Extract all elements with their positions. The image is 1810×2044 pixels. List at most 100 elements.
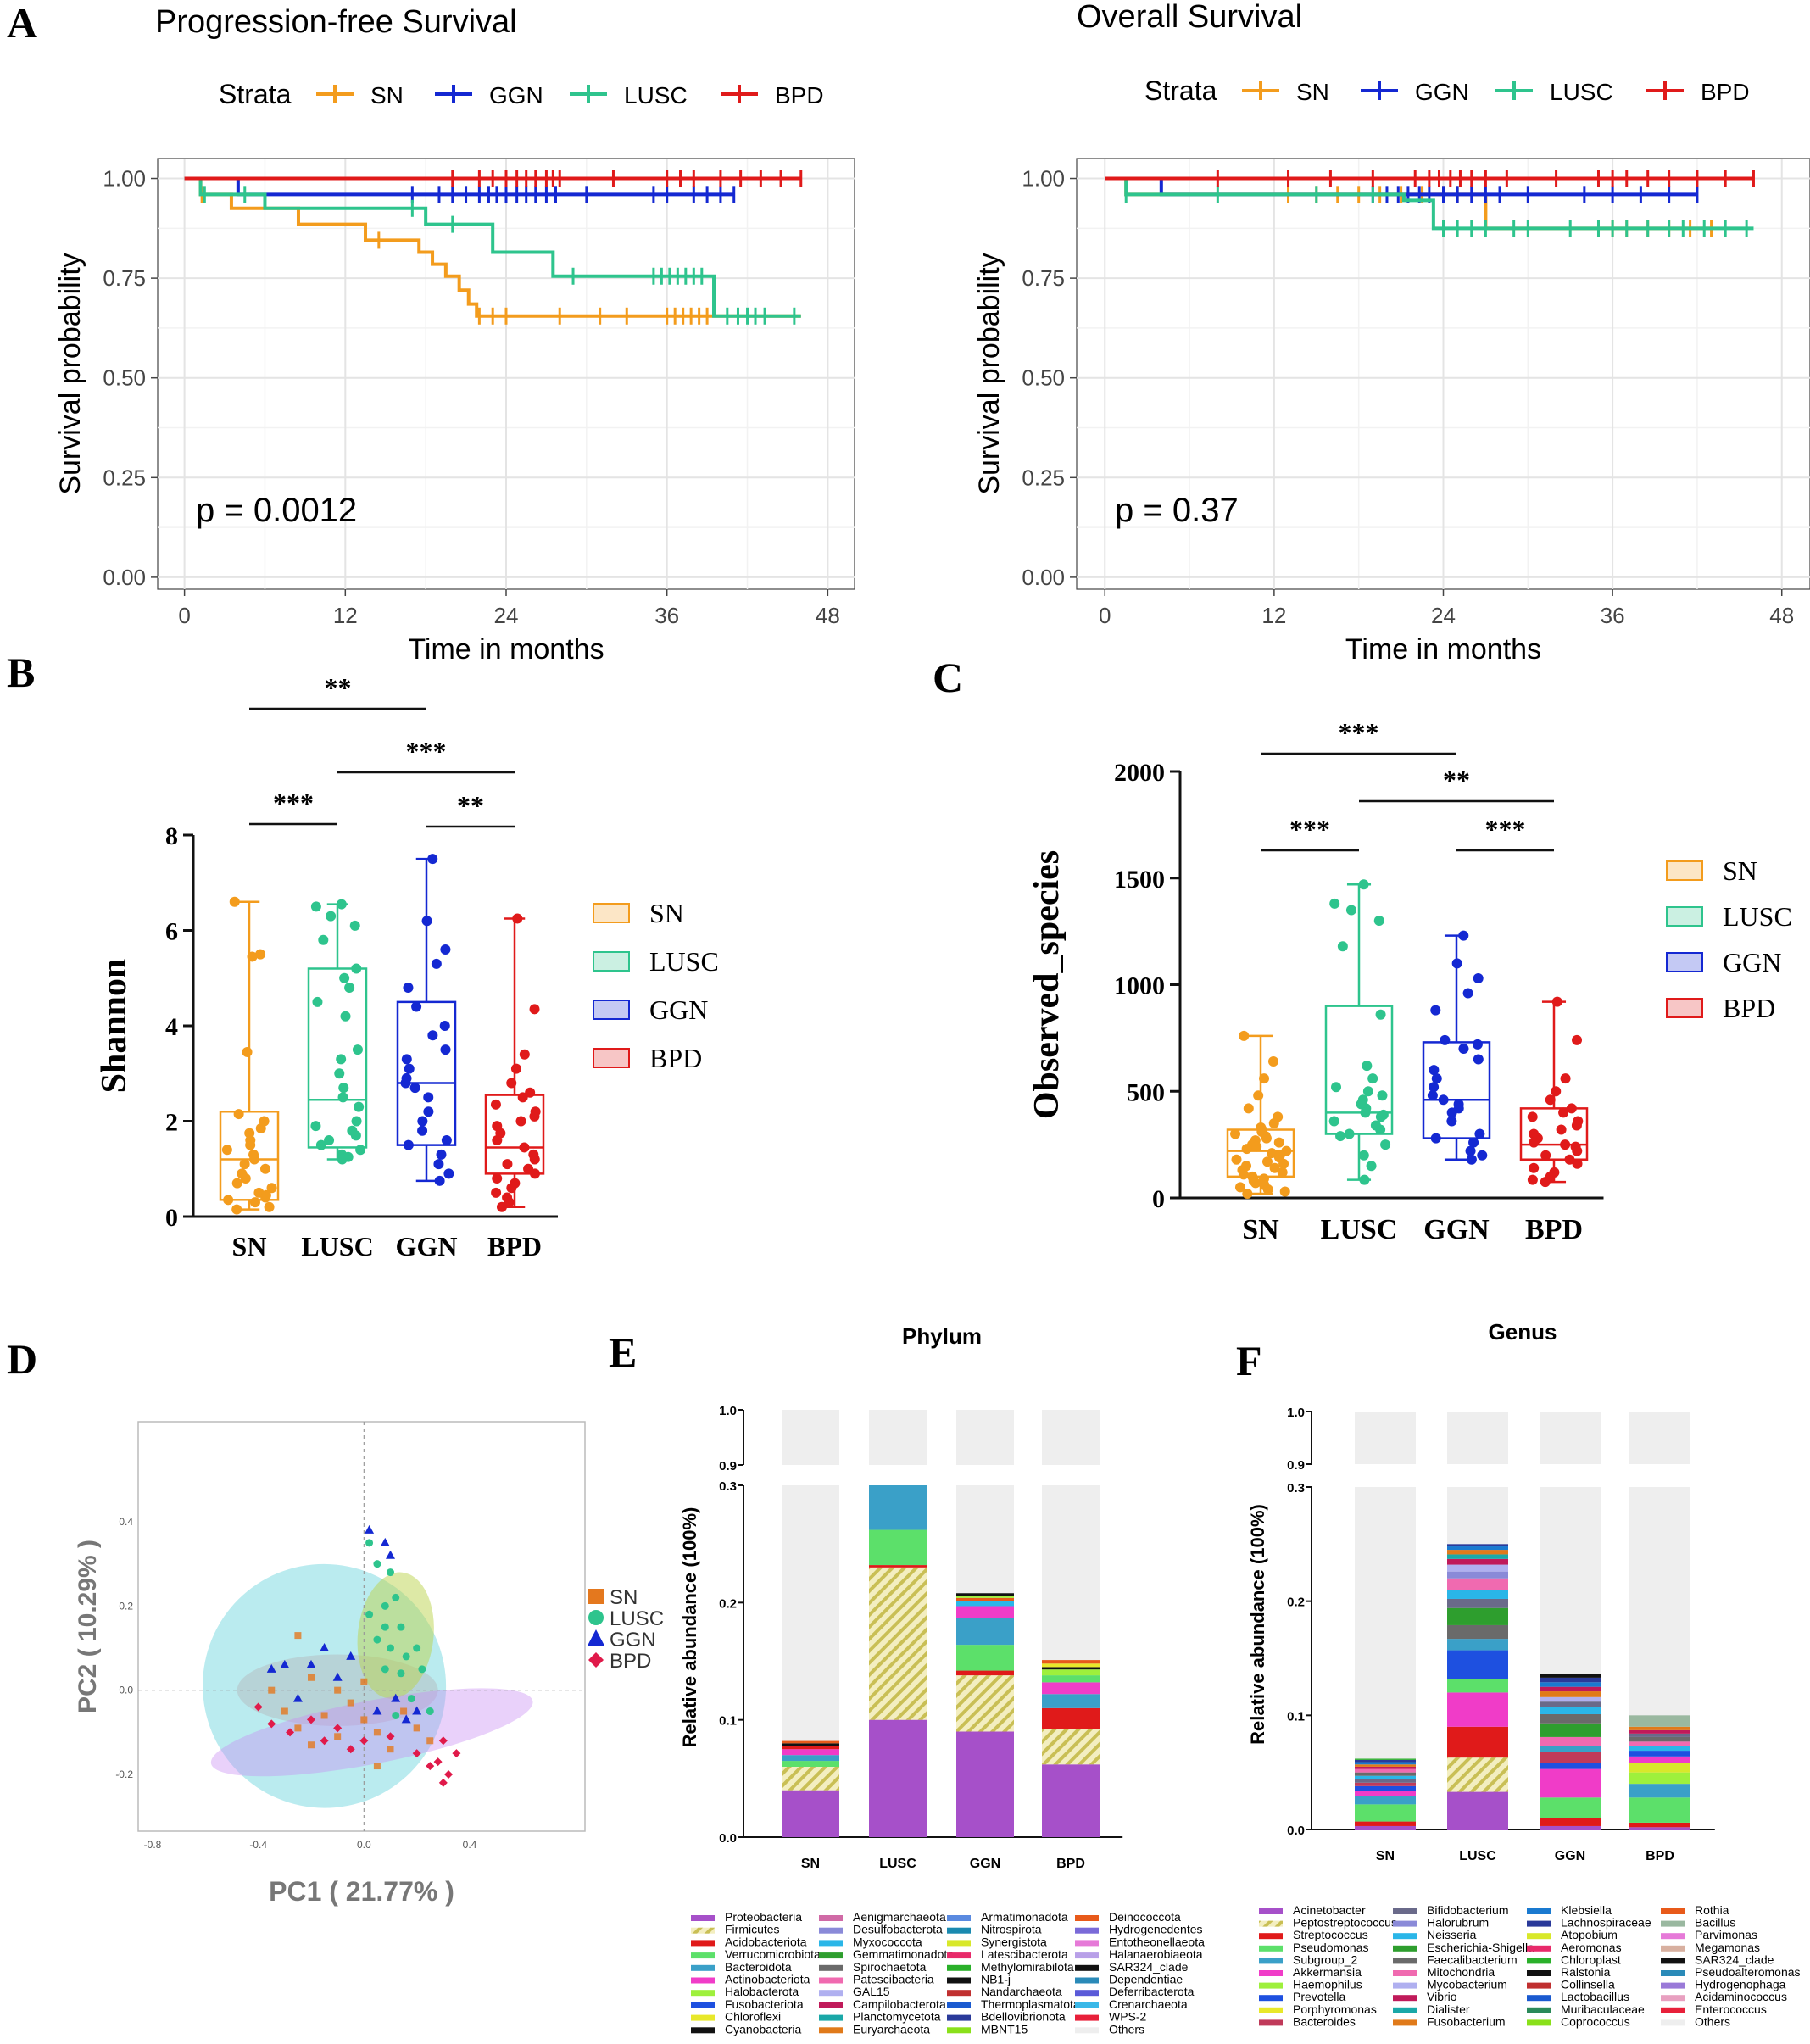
data-point-ggn [1468,1137,1479,1148]
data-point-lusc [340,1011,351,1022]
bar-segment-fusobacterium [1540,1691,1601,1697]
bar-segment-acidobacteriota [869,1565,927,1568]
bar-segment-subgroup-2 [1540,1746,1601,1752]
data-point-lusc [381,1665,389,1674]
legend-swatch [1527,1970,1551,1976]
legend-swatch [819,2027,843,2034]
data-point-bpd [529,1004,540,1015]
legend-title: Strata [1144,75,1217,106]
legend-label: Escherichia-Shigella [1427,1941,1534,1954]
data-point-ggn [346,1651,356,1660]
y-axis-title: PC2 ( 10.29% ) [74,1540,102,1713]
data-point-ggn [1430,1005,1441,1016]
data-point-sn [240,1173,251,1184]
bar-segment-cyanobacteria [956,1593,1014,1596]
y-tick-label: 0.0 [1287,1824,1305,1838]
bar-segment-bacteroides [1355,1782,1416,1786]
data-point-lusc [318,934,329,945]
data-point-sn [223,1195,234,1206]
legend-swatch [947,1990,971,1997]
data-point-lusc [392,1593,400,1601]
y-axis-title: Relative abundance (100%) [1247,1504,1268,1745]
bar-segment-actinobacteriota [1042,1682,1100,1695]
data-point-sn [308,1674,315,1681]
legend-swatch [1259,1933,1283,1940]
data-point-sn [229,896,240,907]
panel-f-genus-stacked-bar: Genus 0.0 0.1 0.2 0.3 0.9 1.0 Relative abundanc… [1247,1319,1801,2028]
data-point-lusc [1344,1128,1355,1139]
confidence-ellipse-bpd [210,1688,533,1777]
bar-segment-halobacterota [956,1596,1014,1598]
x-category-label: LUSC [1321,1214,1398,1245]
x-tick-label: 36 [654,603,679,628]
data-point-lusc [381,1623,389,1631]
data-point-sn [242,1046,253,1057]
data-point-sn [1279,1186,1290,1197]
data-point-bpd [515,1116,526,1127]
legend-label-sn: SN [649,898,684,928]
bar-segment-actinobacteriota [956,1606,1014,1618]
legend-label-sn: SN [1296,79,1329,105]
data-point-lusc [392,1711,400,1719]
data-point-ggn [417,1125,428,1136]
bar-upper-segment-ggn [1540,1412,1601,1464]
data-point-lusc [1362,1086,1373,1097]
legend-swatch [1259,1982,1283,1989]
legend-swatch [819,1927,843,1934]
data-point-bpd [506,1183,517,1194]
data-point-lusc [387,1568,394,1577]
y-tick-label: 0.3 [719,1479,737,1494]
legend-label: Enterococcus [1695,2002,1767,2016]
significance-label: *** [273,788,314,818]
legend-swatch [1393,2007,1417,2013]
data-point-bpd [1540,1177,1551,1188]
panel-label-d: D [7,1335,37,1383]
data-point-lusc [1375,1124,1386,1135]
bar-segment-halorubrum [1447,1571,1508,1579]
bar-segment-lachnospiraceae [1355,1759,1416,1763]
bar-segment-lachnospiraceae [1540,1677,1601,1683]
legend-label: Bacteroides [1293,2014,1356,2028]
legend-swatch [1259,2019,1283,2026]
bar-segment-subgroup-2 [1447,1639,1508,1651]
legend-swatch [1075,1964,1099,1971]
legend-swatch [691,1964,715,1971]
legend-swatch [1075,2014,1099,2021]
data-point-lusc [1373,916,1384,927]
survival-curve-lusc [1105,176,1754,231]
x-category-label: GGN [396,1231,458,1261]
legend-marker-lusc [588,1610,604,1625]
data-point-sn [1239,1030,1250,1041]
bar-segment-verrucomicrobiota [1042,1675,1100,1683]
y-tick-label: 0.1 [1287,1709,1305,1724]
x-category-label: BPD [1525,1214,1583,1245]
legend-swatch [819,1977,843,1984]
data-point-ggn [421,916,432,927]
legend-label: Klebsiella [1561,1903,1612,1917]
data-point-sn [400,1707,408,1715]
data-point-bpd [1566,1103,1577,1114]
data-point-sn [1273,1137,1284,1148]
legend-label: Haemophilus [1293,1978,1362,1991]
panel-label-e: E [609,1328,637,1376]
legend-label: Nandarchaeota [981,1985,1062,1998]
legend-label: MBNT15 [981,2022,1028,2036]
bar-segment-mycobacterium [1540,1696,1601,1702]
panel-label-c: C [933,654,963,701]
legend-swatch [1393,1982,1417,1989]
data-point-bpd [492,1173,503,1184]
legend-label: Atopobium [1561,1928,1618,1941]
legend-swatch [1393,1908,1417,1914]
data-point-bpd [426,1762,435,1771]
legend-swatch [947,1927,971,1934]
x-category-label: SN [801,1857,820,1871]
data-point-sn [320,1712,328,1719]
x-tick-label: -0.8 [144,1839,162,1851]
data-point-lusc [373,1560,381,1568]
data-point-sn [259,1163,270,1174]
legend-swatch [1527,1933,1551,1940]
data-point-sn [347,1699,354,1707]
legend-swatch [819,1990,843,1997]
legend-label: Acinetobacter [1293,1903,1366,1917]
